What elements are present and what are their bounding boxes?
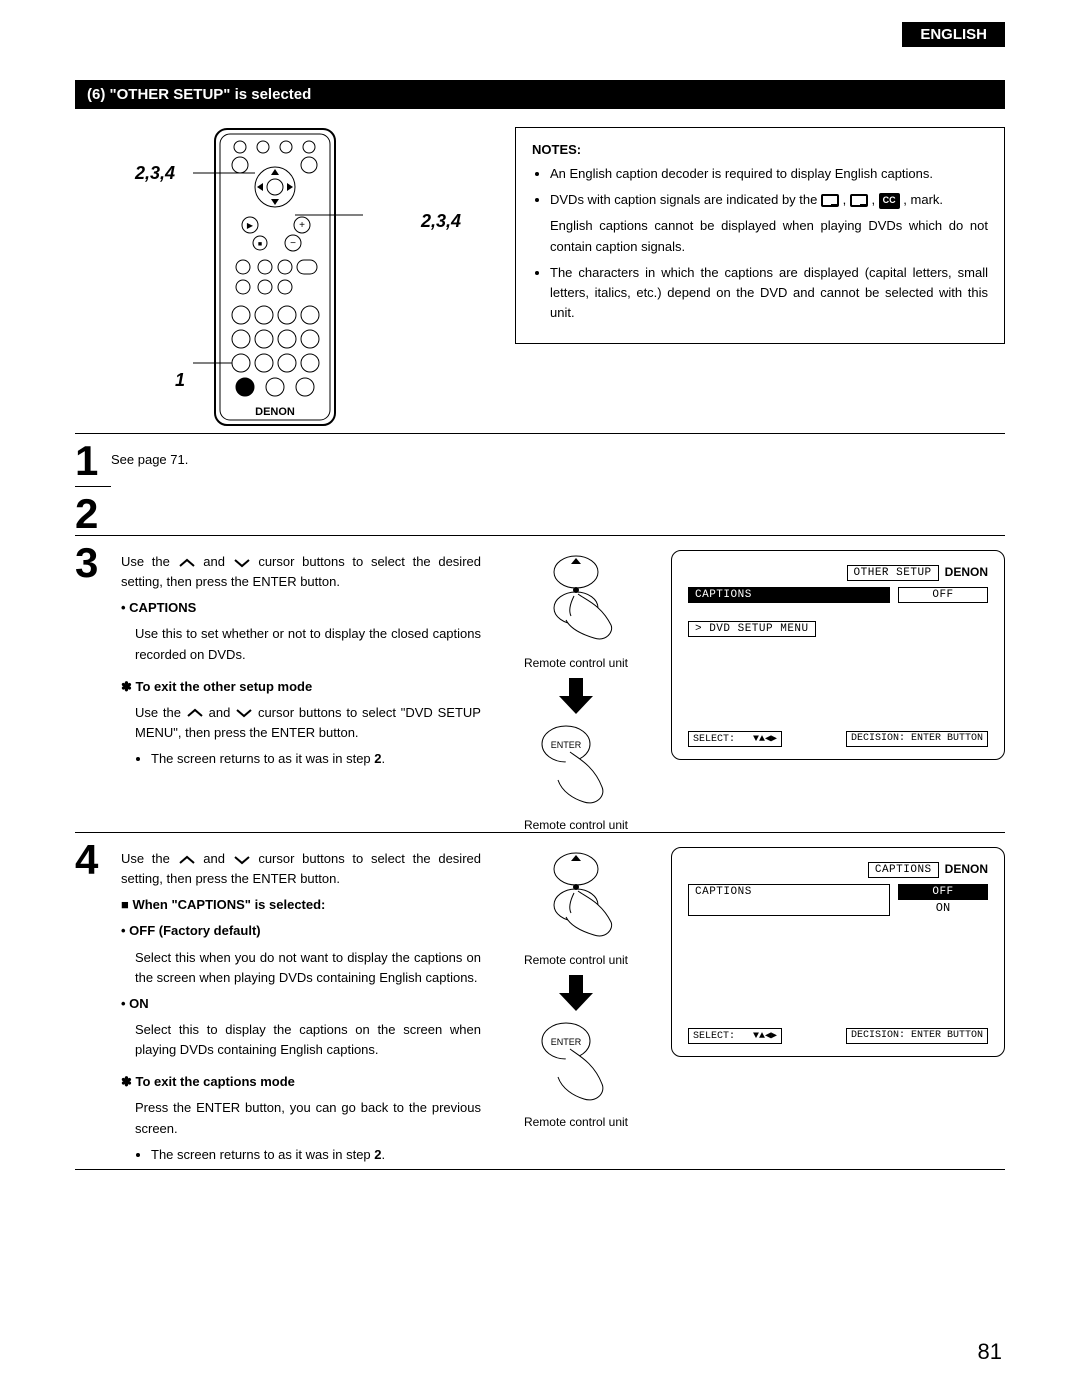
note-2a: DVDs with caption signals are indicated … bbox=[550, 192, 821, 207]
step-4-p1b: and bbox=[203, 851, 232, 866]
svg-text:ENTER: ENTER bbox=[551, 740, 582, 750]
step-3-exit-label: ✽ To exit the other setup mode bbox=[121, 677, 481, 697]
note-2c: English captions cannot be displayed whe… bbox=[550, 216, 988, 256]
svg-text:ENTER: ENTER bbox=[551, 1037, 582, 1047]
caption-box-icon-2 bbox=[850, 194, 868, 208]
callout-1: 1 bbox=[175, 370, 185, 391]
osd2-breadcrumb: CAPTIONS bbox=[868, 862, 939, 878]
osd1-menu: > DVD SETUP MENU bbox=[688, 621, 816, 637]
remote-icon: ▶ + ■ − DENON bbox=[160, 127, 390, 427]
step-4-number: 4 bbox=[75, 839, 121, 881]
svg-text:▶: ▶ bbox=[247, 221, 254, 230]
rc-label-1: Remote control unit bbox=[524, 656, 628, 670]
osd1-arrows: ▼▲◀▶ bbox=[753, 734, 777, 745]
osd-screen-1: OTHER SETUP DENON CAPTIONS OFF > DVD SET… bbox=[671, 550, 1005, 760]
cc-icon: CC bbox=[879, 193, 900, 209]
chevron-up-icon bbox=[178, 854, 196, 866]
svg-text:■: ■ bbox=[258, 241, 262, 248]
step-4-row: 4 Use the and cursor buttons to select t… bbox=[75, 832, 1005, 1165]
osd1-brand: DENON bbox=[945, 565, 988, 581]
step-1-row: 1 See page 71. bbox=[75, 433, 1005, 487]
osd1-decision: DECISION: ENTER BUTTON bbox=[846, 731, 988, 747]
osd2-select-label: SELECT: bbox=[693, 1031, 735, 1042]
note-2: DVDs with caption signals are indicated … bbox=[550, 190, 988, 256]
note-3: The characters in which the captions are… bbox=[550, 263, 988, 323]
down-arrow-icon bbox=[551, 676, 601, 716]
step-3-exit-p1b: and bbox=[209, 705, 236, 720]
osd2-arrows: ▼▲◀▶ bbox=[753, 1031, 777, 1042]
osd1-select-label: SELECT: bbox=[693, 734, 735, 745]
step-3-captions-text: Use this to set whether or not to displa… bbox=[121, 624, 481, 664]
step-2-row: 2 bbox=[75, 487, 1005, 535]
hand-press-enter-icon: ENTER bbox=[536, 1019, 616, 1109]
step-4-on-text: Select this to display the captions on t… bbox=[121, 1020, 481, 1060]
hand-press-cursor-icon bbox=[516, 550, 636, 650]
hand-press-enter-icon: ENTER bbox=[536, 722, 616, 812]
note-1: An English caption decoder is required t… bbox=[550, 164, 988, 184]
step-3-number: 3 bbox=[75, 542, 121, 584]
step-1-number: 1 bbox=[75, 440, 98, 486]
chevron-up-icon bbox=[178, 557, 196, 569]
page-number: 81 bbox=[978, 1339, 1002, 1365]
osd2-opt-off: OFF bbox=[898, 884, 988, 900]
step-4-p1a: Use the bbox=[121, 851, 178, 866]
step-3-exit-b1-bold: 2 bbox=[374, 751, 381, 766]
rc-label-3: Remote control unit bbox=[524, 953, 628, 967]
step-4-when-label: ■ When "CAPTIONS" is selected: bbox=[121, 895, 481, 915]
osd2-brand: DENON bbox=[945, 862, 988, 878]
step-4-off-text: Select this when you do not want to disp… bbox=[121, 948, 481, 988]
step-3-p1b: and bbox=[203, 554, 232, 569]
hand-press-cursor-icon bbox=[516, 847, 636, 947]
step-4-exit-text: Press the ENTER button, you can go back … bbox=[121, 1098, 481, 1138]
svg-text:+: + bbox=[299, 220, 305, 231]
step-3-p1a: Use the bbox=[121, 554, 178, 569]
osd-screen-2: CAPTIONS DENON CAPTIONS OFF ON SELECT: ▼… bbox=[671, 847, 1005, 1057]
osd1-label: CAPTIONS bbox=[688, 587, 890, 603]
step-3-captions-label: • CAPTIONS bbox=[121, 598, 481, 618]
chevron-down-icon bbox=[233, 854, 251, 866]
step-4-on-label: • ON bbox=[121, 994, 481, 1014]
step-3-row: 3 Use the and cursor buttons to select t… bbox=[75, 535, 1005, 832]
step-4-exit-label: ✽ To exit the captions mode bbox=[121, 1072, 481, 1092]
osd1-value: OFF bbox=[898, 587, 988, 603]
step-3-exit-bullet: The screen returns to as it was in step … bbox=[151, 749, 481, 769]
svg-text:−: − bbox=[290, 238, 296, 249]
step-4-exit-bullet: The screen returns to as it was in step … bbox=[151, 1145, 481, 1165]
note-2b: , mark. bbox=[903, 192, 943, 207]
rc-label-4: Remote control unit bbox=[524, 1115, 628, 1129]
chevron-up-icon bbox=[186, 707, 204, 719]
notes-title: NOTES: bbox=[532, 140, 988, 160]
osd2-opt-on: ON bbox=[898, 900, 988, 916]
chevron-down-icon bbox=[233, 557, 251, 569]
step-3-exit-p1a: Use the bbox=[135, 705, 186, 720]
step-3-exit-b1: The screen returns to as it was in step bbox=[151, 751, 374, 766]
step-2-number: 2 bbox=[75, 493, 121, 535]
top-area: 2,3,4 2,3,4 1 ▶ + ■ − bbox=[75, 127, 1005, 427]
osd2-label: CAPTIONS bbox=[688, 884, 890, 916]
callout-234-left: 2,3,4 bbox=[135, 163, 175, 184]
down-arrow-icon bbox=[551, 973, 601, 1013]
caption-box-icon bbox=[821, 194, 839, 208]
step-4-exit-b1-bold: 2 bbox=[374, 1147, 381, 1162]
notes-box: NOTES: An English caption decoder is req… bbox=[515, 127, 1005, 344]
chevron-down-icon bbox=[235, 707, 253, 719]
rc-label-2: Remote control unit bbox=[524, 818, 628, 832]
svg-text:DENON: DENON bbox=[255, 406, 295, 418]
language-tab: ENGLISH bbox=[902, 22, 1005, 47]
step-4-exit-b1: The screen returns to as it was in step bbox=[151, 1147, 374, 1162]
step-3-exit-b1-end: . bbox=[382, 751, 386, 766]
osd1-breadcrumb: OTHER SETUP bbox=[847, 565, 939, 581]
section-header: (6) "OTHER SETUP" is selected bbox=[75, 80, 1005, 109]
step-4-exit-b1-end: . bbox=[382, 1147, 386, 1162]
osd2-decision: DECISION: ENTER BUTTON bbox=[846, 1028, 988, 1044]
callout-234-right: 2,3,4 bbox=[421, 211, 461, 232]
step-1-text: See page 71. bbox=[111, 450, 985, 470]
step-4-off-label: • OFF (Factory default) bbox=[121, 921, 481, 941]
remote-diagram: 2,3,4 2,3,4 1 ▶ + ■ − bbox=[75, 127, 475, 427]
